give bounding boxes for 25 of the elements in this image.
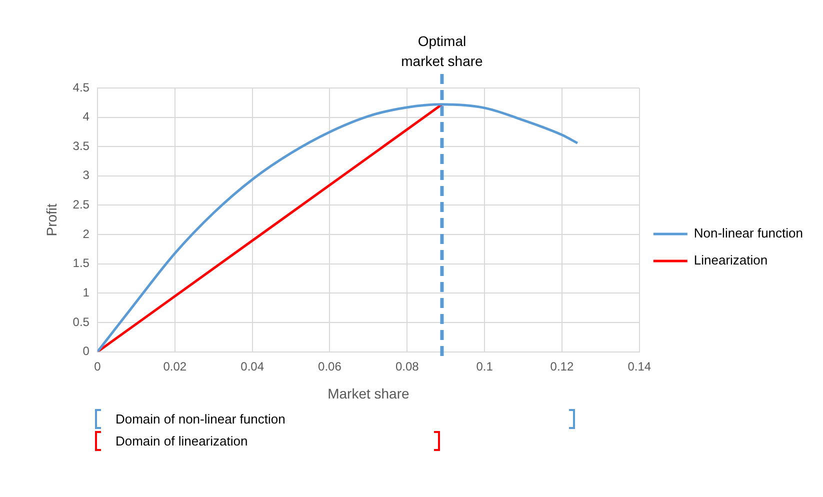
x-axis-title: Market share xyxy=(328,385,410,402)
x-tick-label: 0.06 xyxy=(318,359,342,374)
x-tick-label: 0 xyxy=(94,359,102,374)
y-tick-label: 1 xyxy=(82,285,90,300)
y-tick-label: 3.5 xyxy=(72,138,90,153)
y-tick-label: 2 xyxy=(82,226,90,241)
legend-label: Non-linear function xyxy=(694,226,804,241)
text: Domain of linearization xyxy=(115,433,248,448)
y-tick-label: 0 xyxy=(82,344,90,358)
y-tick-label: 3 xyxy=(82,168,90,182)
x-tick-label: 0.08 xyxy=(395,359,420,374)
y-tick-label: 1.5 xyxy=(72,256,90,270)
legend-label: Linearization xyxy=(694,252,768,268)
y-axis-title: Profit xyxy=(43,203,60,236)
x-tick-label: 0.14 xyxy=(628,359,652,374)
text: Domain of non-linear function xyxy=(115,411,286,426)
x-tick-label: 0.1 xyxy=(476,359,494,374)
ref-line-label: Optimal market share xyxy=(401,33,484,69)
y-tick-label: 2.5 xyxy=(72,198,90,212)
x-tick-label: 0.12 xyxy=(550,359,574,374)
x-tick-label: 0.02 xyxy=(163,359,187,374)
y-tick-label: 0.5 xyxy=(72,314,90,329)
y-tick-label: 4.5 xyxy=(72,80,90,94)
x-tick-label: 0.04 xyxy=(240,359,264,374)
y-tick-label: 4 xyxy=(82,110,90,124)
